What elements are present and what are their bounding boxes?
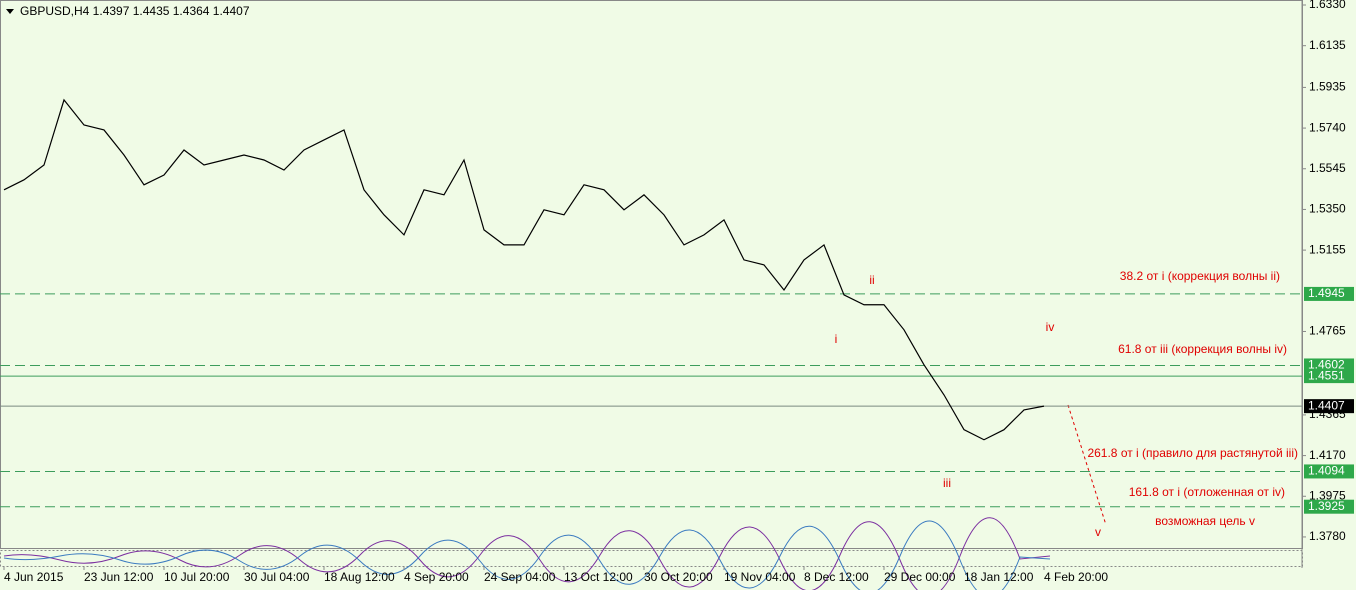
level-label-box	[1304, 499, 1354, 514]
level-label: 1.4094	[1308, 464, 1345, 478]
indicator-signal	[3, 520, 1051, 590]
level-label-box	[1304, 286, 1354, 301]
annotation: 61.8 от iii (коррекция волны iv)	[1118, 342, 1287, 356]
y-tick-label: 1.3780	[1309, 529, 1346, 543]
level-label: 1.4602	[1308, 358, 1345, 372]
chart-title: GBPUSD,H4 1.4397 1.4435 1.4364 1.4407	[20, 4, 250, 18]
y-tick-label: 1.4170	[1309, 448, 1346, 462]
price-line	[3, 98, 1045, 441]
y-tick-label: 1.5155	[1309, 242, 1346, 256]
annotation: 38.2 от i (коррекция волны ii)	[1120, 269, 1280, 283]
x-tick-label: 18 Jan 12:00	[964, 570, 1034, 584]
x-tick-label: 18 Aug 12:00	[324, 570, 395, 584]
y-tick-label: 1.3975	[1309, 488, 1346, 502]
y-tick-label: 1.4765	[1309, 324, 1346, 338]
projection-line	[1067, 404, 1107, 526]
level-label: 1.4551	[1308, 368, 1345, 382]
wave-label: iii	[943, 476, 951, 490]
x-tick-label: 30 Oct 20:00	[644, 570, 713, 584]
y-tick-label: 1.6135	[1309, 38, 1346, 52]
wave-label: ii	[869, 273, 874, 287]
x-tick-label: 30 Jul 04:00	[244, 570, 310, 584]
y-tick-label: 1.5350	[1309, 202, 1346, 216]
y-tick-label: 1.5740	[1309, 120, 1346, 134]
y-tick-label: 1.5545	[1309, 161, 1346, 175]
y-tick-label: 1.5935	[1309, 80, 1346, 94]
x-tick-label: 4 Sep 20:00	[404, 570, 469, 584]
x-tick-label: 19 Nov 04:00	[724, 570, 796, 584]
level-label-box	[1304, 369, 1354, 384]
x-tick-label: 10 Jul 20:00	[164, 570, 230, 584]
x-tick-label: 29 Dec 00:00	[884, 570, 956, 584]
level-label: 1.4945	[1308, 286, 1345, 300]
level-label-box	[1304, 464, 1354, 479]
menu-arrow[interactable]	[6, 9, 14, 14]
x-tick-label: 13 Oct 12:00	[564, 570, 633, 584]
x-tick-label: 4 Feb 20:00	[1044, 570, 1108, 584]
level-label-box	[1304, 358, 1354, 373]
x-tick-label: 23 Jun 12:00	[84, 570, 154, 584]
x-tick-label: 4 Jun 2015	[4, 570, 64, 584]
wave-label: v	[1095, 525, 1101, 539]
annotation: 261.8 от i (правило для растянутой iii)	[1087, 446, 1298, 460]
x-tick-label: 24 Sep 04:00	[484, 570, 556, 584]
y-tick-label: 1.6330	[1309, 0, 1346, 11]
annotation: возможная цель v	[1155, 514, 1255, 528]
level-label-box	[1304, 399, 1354, 414]
indicator-line	[3, 517, 1051, 590]
annotation: 161.8 от i (отложенная от iv)	[1129, 485, 1285, 499]
x-tick-label: 8 Dec 12:00	[804, 570, 869, 584]
wave-label: i	[835, 332, 838, 346]
level-label: 1.4407	[1308, 398, 1345, 412]
level-label: 1.3925	[1308, 499, 1345, 513]
wave-label: iv	[1046, 320, 1055, 334]
